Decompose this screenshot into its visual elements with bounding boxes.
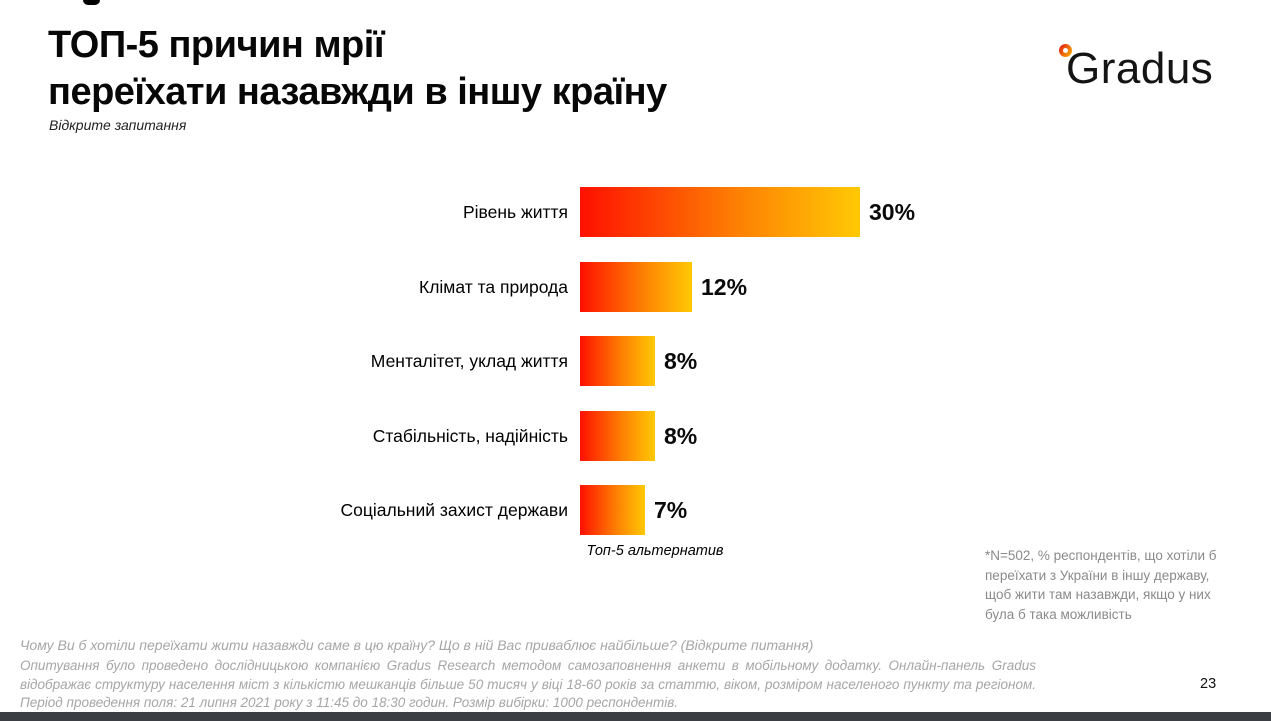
bar-row: Рівень життя 30% <box>0 187 1271 237</box>
logo-text: Gradus <box>1066 44 1214 93</box>
bar-value-label: 12% <box>701 273 748 300</box>
bar-row: Стабільність, надійність 8% <box>0 411 1271 461</box>
bar <box>580 187 860 237</box>
survey-question-note: Чому Ви б хотіли переїхати жити назавжди… <box>20 637 814 653</box>
logo-degree-icon-hole <box>1063 48 1068 53</box>
bar-value-label: 30% <box>869 198 916 225</box>
x-axis-label: Топ-5 альтернатив <box>586 543 724 559</box>
bar-category-label: Соціальний захист держави <box>340 499 568 520</box>
top-edge-artifact <box>83 0 100 5</box>
bar-row: Клімат та природа 12% <box>0 262 1271 312</box>
bar-category-label: Менталітет, уклад життя <box>370 350 568 371</box>
sample-size-note: *N=502, % респондентів, що хотіли б пере… <box>985 548 1217 622</box>
gradus-logo: Gradus <box>1056 40 1236 102</box>
page-title-line2: переїхати назавжди в іншу країну <box>48 71 667 113</box>
page-subtitle: Відкрите запитання <box>49 117 187 133</box>
methodology-note: Опитування було проведено дослідницькою … <box>20 658 1036 710</box>
bar-chart: Рівень життя 30% Клімат та природа 12% Мента… <box>0 187 1271 537</box>
bar-row: Соціальний захист держави 7% <box>0 485 1271 535</box>
bar-row: Менталітет, уклад життя 8% <box>0 336 1271 386</box>
bar <box>580 336 655 386</box>
logo-degree-icon <box>1059 44 1072 57</box>
bottom-scrollbar[interactable] <box>0 712 1271 721</box>
bar-category-label: Клімат та природа <box>419 276 568 297</box>
page-title: ТОП-5 причин мрії переїхати назавжди в і… <box>48 22 667 116</box>
bar <box>580 411 655 461</box>
bar-category-label: Рівень життя <box>462 201 568 222</box>
page-title-line1: ТОП-5 причин мрії <box>48 24 385 66</box>
bar <box>580 262 692 312</box>
bar-category-label: Стабільність, надійність <box>372 425 568 446</box>
bar <box>580 485 645 535</box>
bar-value-label: 8% <box>664 422 698 449</box>
bar-value-label: 8% <box>664 347 698 374</box>
bar-value-label: 7% <box>654 496 688 523</box>
page-number: 23 <box>1200 676 1217 692</box>
